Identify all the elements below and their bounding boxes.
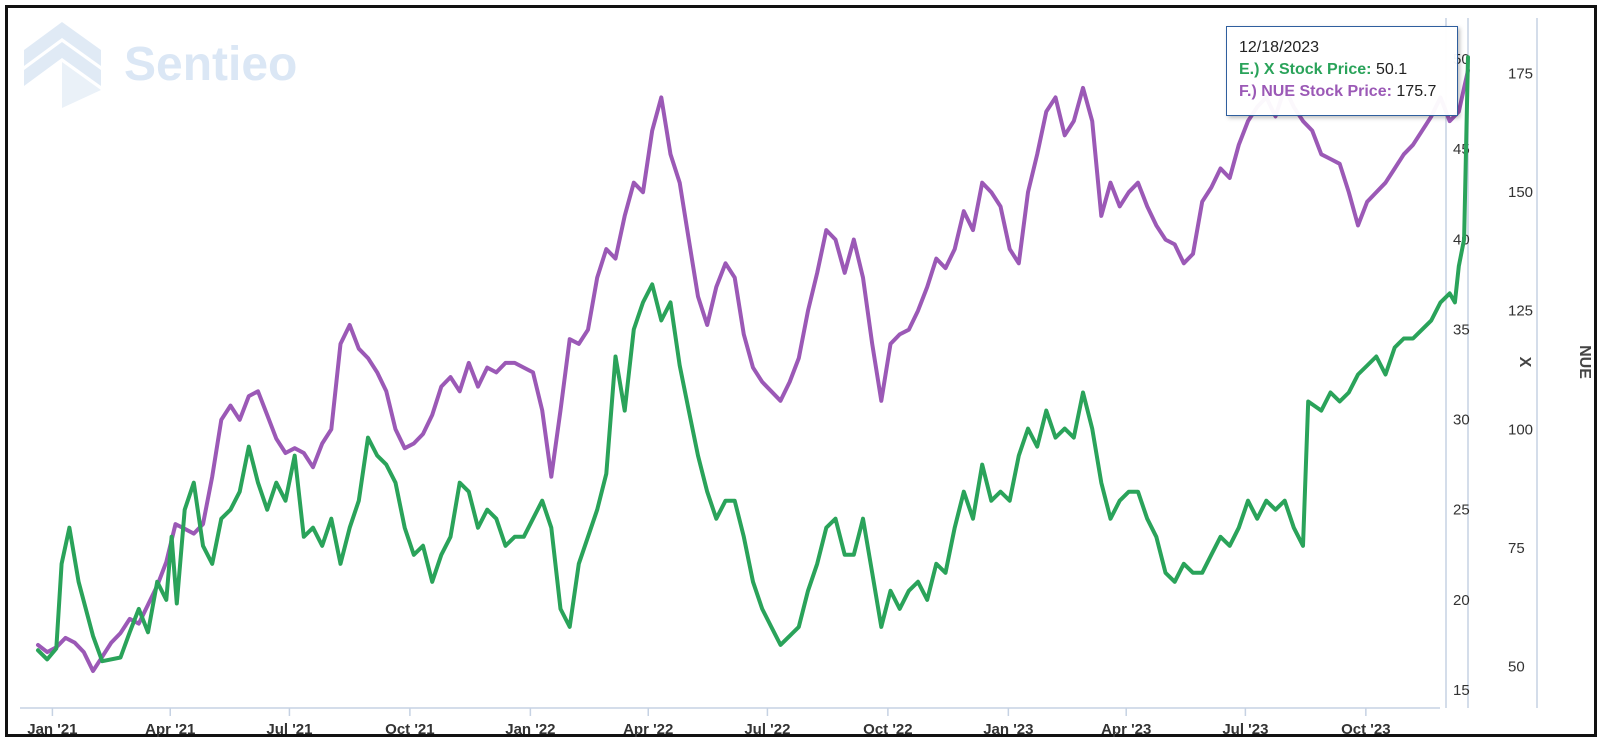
x-tick-label: Jul '22 [744, 721, 790, 738]
x-tick-label: Oct '22 [863, 721, 912, 738]
x-tick-label: Jan '23 [983, 721, 1033, 738]
x-tick-label: Jan '22 [505, 721, 555, 738]
x-tick-label: Apr '21 [145, 721, 195, 738]
tooltip-nue-label: F.) NUE Stock Price: [1239, 83, 1392, 100]
series-line-x[interactable] [36, 55, 1470, 664]
left-axis-tick-label: 30 [1453, 412, 1470, 429]
right-axis-tick-label: 75 [1508, 540, 1525, 557]
left-axis-title: X [1516, 357, 1533, 368]
x-tick-labels: Jan '21 Apr '21 Jul '21 Oct '21 Jan '22 Apr '… [27, 721, 1390, 738]
x-tick-label: Oct '21 [385, 721, 434, 738]
right-axis-tick-labels: 50 75 100 125 150 175 [1508, 66, 1533, 676]
left-axis-tick-label: 15 [1453, 682, 1470, 699]
right-axis-tick-label: 125 [1508, 303, 1533, 320]
sentieo-logo-text: Sentieo [124, 38, 297, 91]
tooltip-nue-row: F.) NUE Stock Price: 175.7 [1239, 81, 1445, 103]
left-axis-tick-label: 35 [1453, 321, 1470, 338]
right-axis-title: NUE [1576, 345, 1593, 379]
x-tick-label: Oct '23 [1341, 721, 1390, 738]
x-tick-marks [51, 708, 1367, 716]
sentieo-logo-icon [24, 22, 101, 108]
right-axis-tick-label: 100 [1508, 421, 1533, 438]
x-tick-label: Apr '23 [1101, 721, 1151, 738]
left-axis-tick-label: 20 [1453, 592, 1470, 609]
tooltip-x-label: E.) X Stock Price: [1239, 61, 1372, 78]
x-tick-label: Apr '22 [623, 721, 673, 738]
right-axis-tick-label: 50 [1508, 658, 1525, 675]
right-axis-tick-label: 150 [1508, 184, 1533, 201]
tooltip-x-value: 50.1 [1375, 61, 1408, 78]
series-line-nue[interactable] [36, 68, 1470, 673]
x-tick-label: Jul '23 [1222, 721, 1268, 738]
right-axis-tick-label: 175 [1508, 66, 1533, 83]
tooltip-date: 12/18/2023 [1239, 39, 1320, 56]
x-tick-label: Jul '21 [266, 721, 312, 738]
tooltip-nue-value: 175.7 [1396, 83, 1437, 100]
hover-tooltip: 12/18/2023 E.) X Stock Price: 50.1 F.) N… [1226, 26, 1458, 116]
x-tick-label: Jan '21 [27, 721, 77, 738]
left-axis-tick-label: 25 [1453, 502, 1470, 519]
tooltip-x-row: E.) X Stock Price: 50.1 [1239, 59, 1445, 81]
